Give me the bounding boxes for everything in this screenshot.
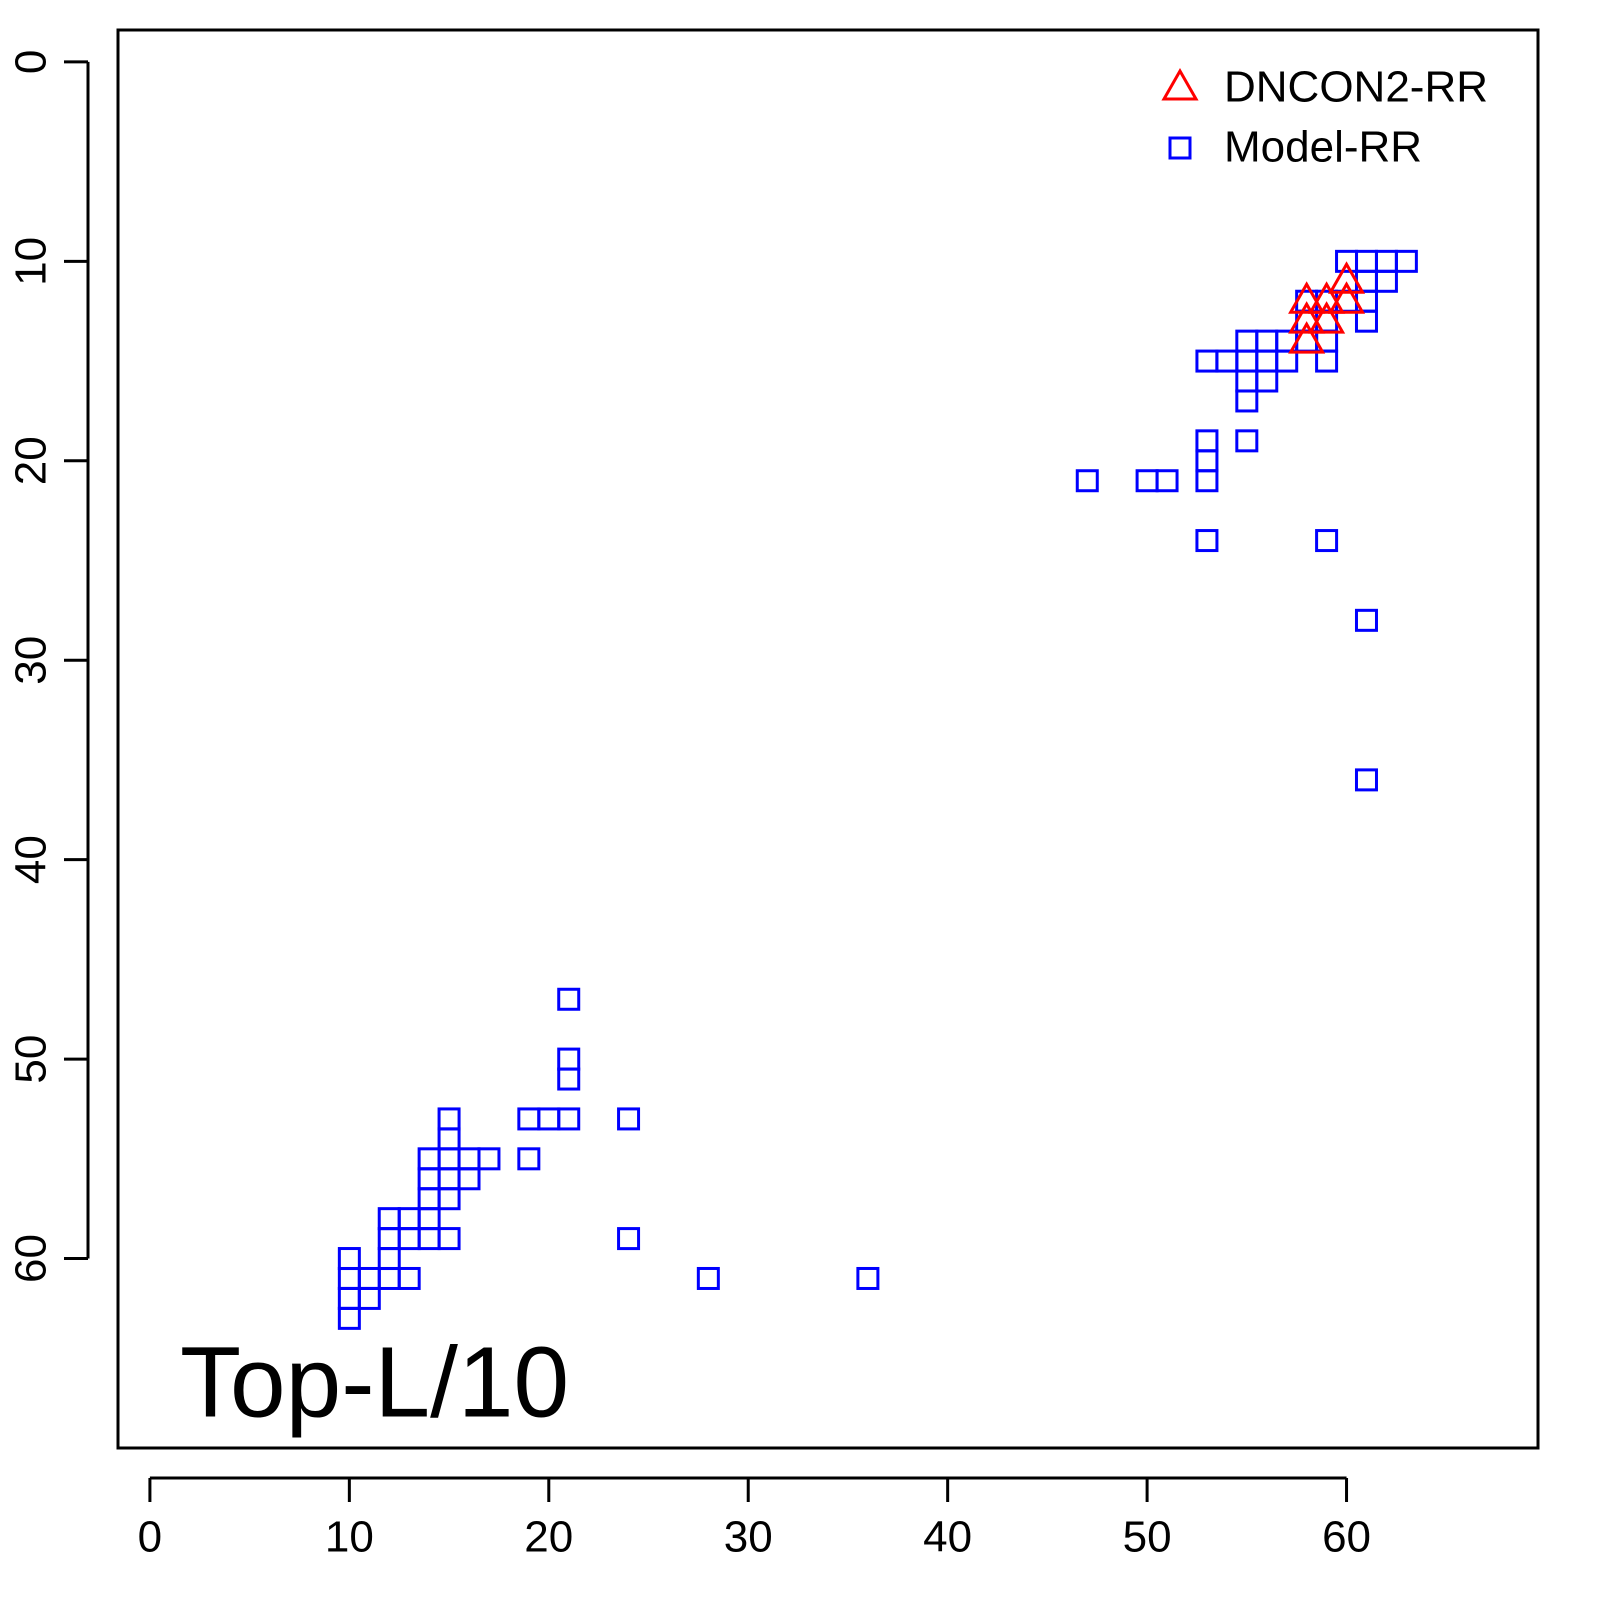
- square-marker: [1195, 529, 1219, 553]
- square-marker: [397, 1227, 421, 1251]
- triangle-marker: [1288, 281, 1326, 314]
- square-marker: [696, 1266, 720, 1290]
- square-marker: [377, 1266, 401, 1290]
- square-marker: [517, 1107, 541, 1131]
- square-marker: [357, 1286, 381, 1310]
- square-marker: [397, 1207, 421, 1231]
- square-marker: [477, 1147, 501, 1171]
- square-marker: [437, 1147, 461, 1171]
- square-marker: [856, 1266, 880, 1290]
- square-marker: [457, 1147, 481, 1171]
- plot-frame: [116, 28, 1540, 1450]
- x-tick-label: 10: [325, 1513, 374, 1562]
- square-marker: [1235, 349, 1259, 373]
- square-marker: [1255, 349, 1279, 373]
- square-marker: [1315, 529, 1339, 553]
- legend-label: DNCON2-RR: [1224, 63, 1488, 112]
- square-marker: [537, 1107, 561, 1131]
- square-marker: [1195, 469, 1219, 493]
- square-marker: [1235, 369, 1259, 393]
- square-marker: [1235, 389, 1259, 413]
- triangle-marker: [1308, 301, 1346, 334]
- square-marker: [617, 1107, 641, 1131]
- square-marker: [1374, 269, 1398, 293]
- triangle-marker: [1288, 321, 1326, 354]
- x-tick-label: 40: [923, 1513, 972, 1562]
- square-marker: [377, 1227, 401, 1251]
- square-marker: [1354, 249, 1378, 273]
- square-marker: [1075, 469, 1099, 493]
- square-marker: [1195, 349, 1219, 373]
- square-marker: [1255, 369, 1279, 393]
- square-marker: [557, 1107, 581, 1131]
- square-marker: [1394, 249, 1418, 273]
- x-tick-label: 0: [138, 1513, 162, 1562]
- square-marker: [357, 1266, 381, 1290]
- triangle-marker: [1327, 261, 1366, 294]
- square-marker: [557, 987, 581, 1011]
- triangle-marker: [1308, 281, 1346, 314]
- y-tick-label: 60: [7, 1234, 56, 1283]
- square-marker: [1354, 309, 1378, 333]
- square-marker: [417, 1147, 441, 1171]
- square-marker: [1195, 449, 1219, 473]
- square-marker: [377, 1247, 401, 1271]
- square-marker: [1195, 429, 1219, 453]
- square-marker: [397, 1266, 421, 1290]
- square-marker: [1374, 249, 1398, 273]
- square-marker: [1135, 469, 1159, 493]
- square-marker: [337, 1306, 361, 1330]
- annotation: Top-L/10: [180, 1326, 569, 1438]
- x-tick-label: 60: [1322, 1513, 1371, 1562]
- square-marker: [437, 1167, 461, 1191]
- square-marker: [437, 1227, 461, 1251]
- square-marker: [1315, 349, 1339, 373]
- square-marker: [617, 1227, 641, 1251]
- square-marker: [337, 1266, 361, 1290]
- x-tick-label: 20: [524, 1513, 573, 1562]
- square-marker: [417, 1227, 441, 1251]
- square-marker: [437, 1127, 461, 1151]
- y-tick-label: 20: [7, 436, 56, 485]
- square-marker: [417, 1187, 441, 1211]
- square-marker: [417, 1207, 441, 1231]
- y-tick-label: 30: [7, 636, 56, 685]
- legend-label: Model-RR: [1224, 123, 1422, 172]
- square-marker: [1155, 469, 1179, 493]
- x-tick-label: 30: [724, 1513, 773, 1562]
- square-marker: [517, 1147, 541, 1171]
- square-marker: [557, 1047, 581, 1071]
- legend-marker: [1161, 67, 1199, 101]
- y-tick-label: 10: [7, 237, 56, 286]
- square-marker: [1235, 329, 1259, 353]
- x-tick-label: 50: [1123, 1513, 1172, 1562]
- y-tick-label: 40: [7, 835, 56, 884]
- triangle-marker: [1288, 301, 1326, 334]
- y-tick-label: 0: [7, 50, 56, 74]
- square-marker: [437, 1107, 461, 1131]
- square-marker: [457, 1167, 481, 1191]
- square-marker: [1354, 768, 1378, 792]
- square-marker: [1275, 349, 1299, 373]
- square-marker: [377, 1207, 401, 1231]
- square-marker: [1354, 608, 1378, 632]
- square-marker: [337, 1286, 361, 1310]
- square-marker: [557, 1067, 581, 1091]
- square-marker: [337, 1247, 361, 1271]
- y-tick-label: 50: [7, 1035, 56, 1084]
- square-marker: [1235, 429, 1259, 453]
- triangle-marker: [1327, 281, 1366, 314]
- square-marker: [1255, 329, 1279, 353]
- square-marker: [437, 1187, 461, 1211]
- square-marker: [417, 1167, 441, 1191]
- square-marker: [1215, 349, 1239, 373]
- legend-marker: [1168, 136, 1192, 160]
